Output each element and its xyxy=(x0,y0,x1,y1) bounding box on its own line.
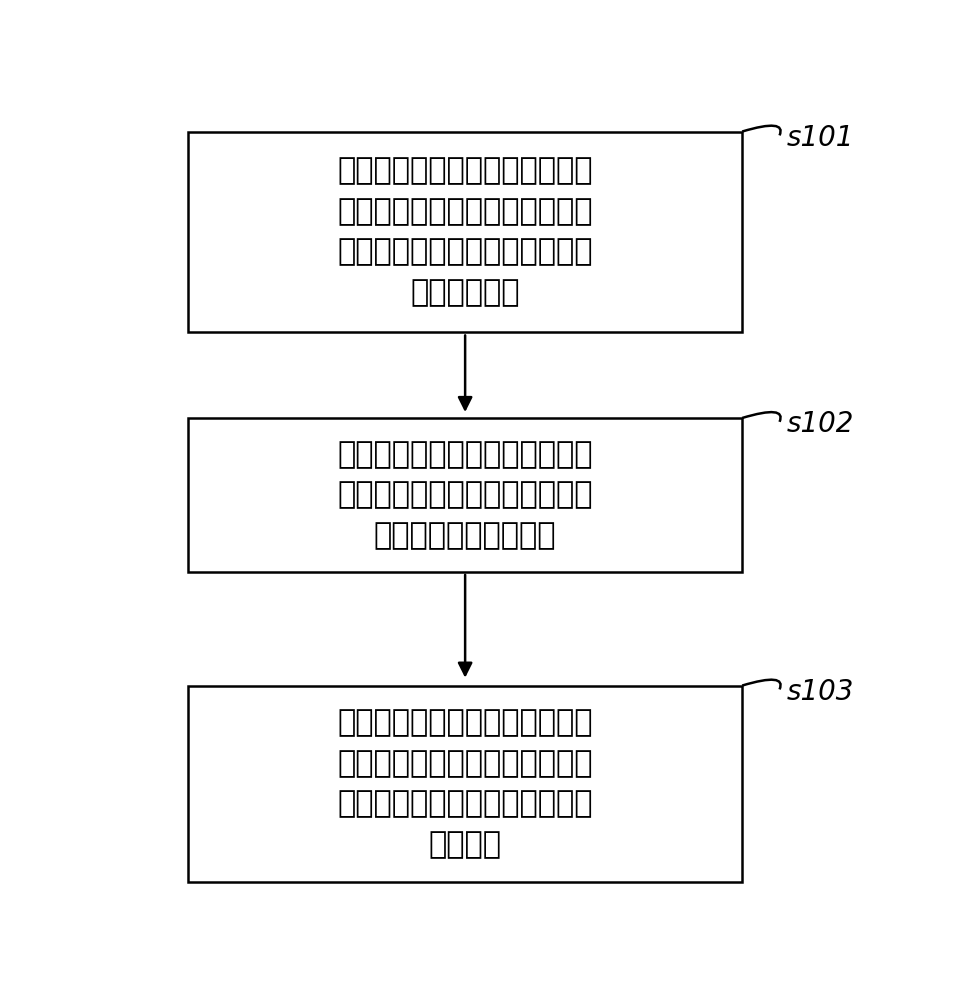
Text: 根据控制电压调节电磁线圈的供
电电压，以便改变胶囊内镜的受
力状况，直至胶囊内镜达到期望
运动状态: 根据控制电压调节电磁线圈的供 电电压，以便改变胶囊内镜的受 力状况，直至胶囊内镜… xyxy=(337,708,593,859)
Text: 接收胶囊内镜内置的传感器所检
测到的胶囊内镜的实际运动状态
；所述胶囊内镜位于电磁线圈所
产生的磁场中: 接收胶囊内镜内置的传感器所检 测到的胶囊内镜的实际运动状态 ；所述胶囊内镜位于电… xyxy=(337,156,593,307)
Text: s102: s102 xyxy=(787,410,854,438)
Bar xyxy=(188,418,742,572)
Text: s101: s101 xyxy=(787,124,854,152)
Text: s103: s103 xyxy=(787,678,854,706)
Text: 根据实际运动状态和输入的期望
运动状态，利用控制模型计算所
述电磁线圈的控制电压: 根据实际运动状态和输入的期望 运动状态，利用控制模型计算所 述电磁线圈的控制电压 xyxy=(337,440,593,550)
Bar xyxy=(188,132,742,332)
Bar xyxy=(188,686,742,882)
